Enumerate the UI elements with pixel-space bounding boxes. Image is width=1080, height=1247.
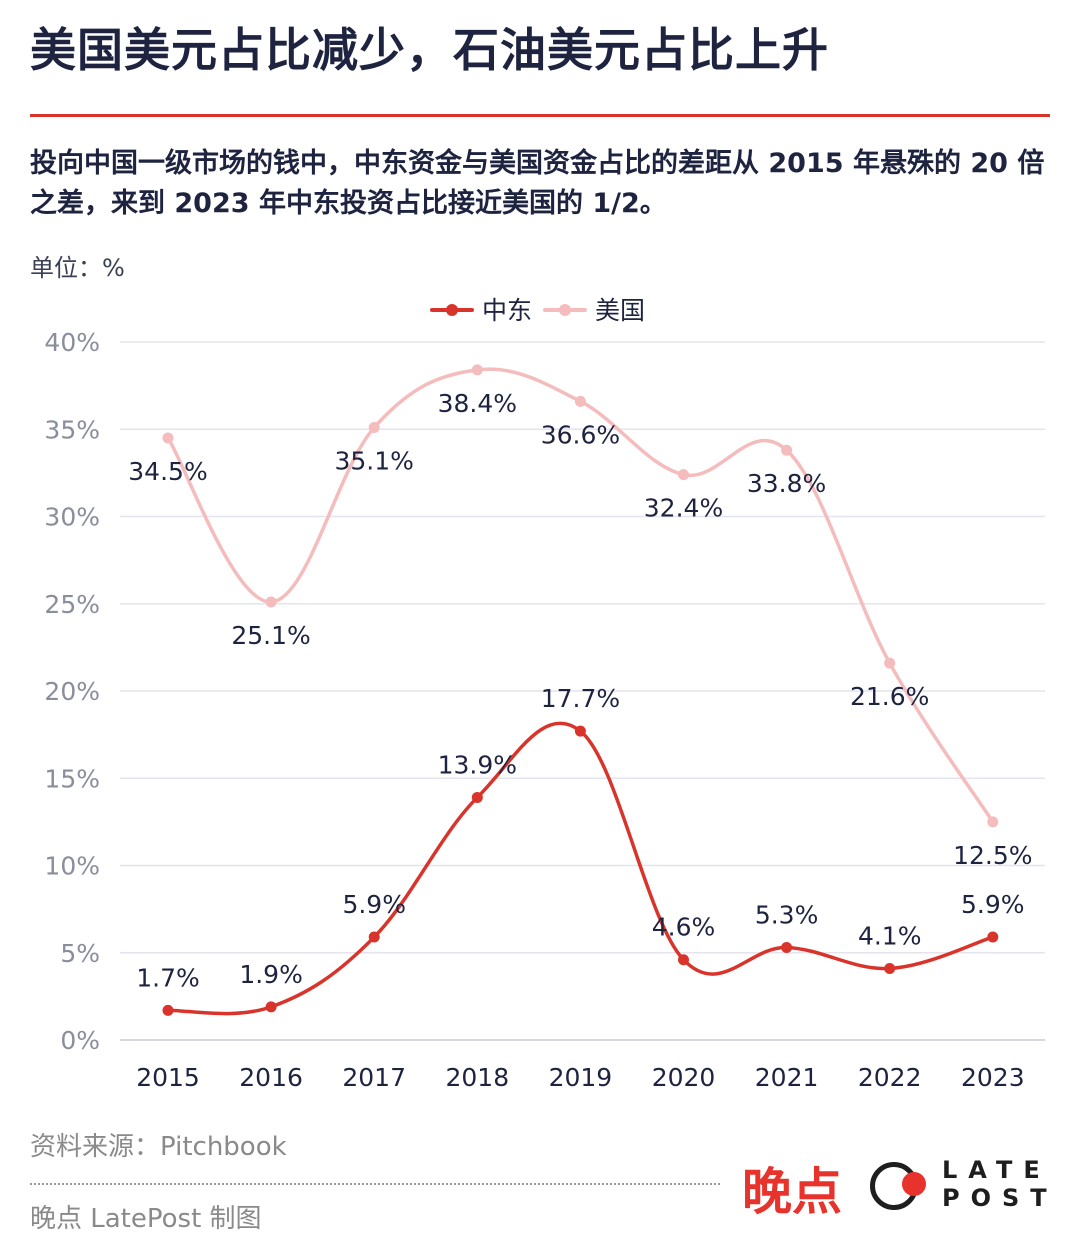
data-point-usa [162,432,174,444]
data-label-usa: 21.6% [850,682,929,711]
data-point-middle-east [781,942,793,954]
y-tick-label: 30% [44,503,100,532]
data-point-usa [884,657,896,669]
data-point-usa [781,444,793,456]
data-point-usa [265,596,277,608]
data-label-usa: 12.5% [953,841,1032,870]
y-tick-label: 15% [44,764,100,793]
x-tick-label: 2015 [136,1063,200,1092]
logo-english-top: LATE [942,1156,1051,1184]
data-point-middle-east [265,1001,277,1013]
data-label-usa: 33.8% [747,469,826,498]
logo-chinese-text: 晚点 [742,1163,842,1221]
data-point-usa [987,816,999,828]
x-tick-label: 2018 [445,1063,509,1092]
data-label-usa: 34.5% [128,457,207,486]
data-label-middle-east: 17.7% [541,684,620,713]
data-point-usa [678,469,689,481]
legend-label: 中东 [482,296,532,325]
x-tick-label: 2023 [961,1063,1025,1092]
data-point-middle-east [471,791,483,803]
data-label-middle-east: 5.9% [342,890,406,919]
data-point-middle-east [162,1004,174,1016]
data-label-usa: 38.4% [438,389,517,418]
legend-marker [559,304,571,316]
x-tick-label: 2019 [549,1063,613,1092]
y-tick-label: 40% [44,328,100,357]
data-point-middle-east [574,725,586,737]
legend-label: 美国 [595,296,645,325]
data-label-middle-east: 1.9% [239,960,303,989]
x-tick-label: 2017 [342,1063,406,1092]
x-tick-label: 2020 [652,1063,716,1092]
chart-subtitle: 投向中国一级市场的钱中，中东资金与美国资金占比的差距从 2015 年悬殊的 20… [30,148,1045,219]
data-label-usa: 25.1% [231,621,310,650]
y-tick-label: 35% [44,415,100,444]
data-label-middle-east: 4.1% [858,921,922,950]
data-point-usa [471,364,483,376]
source-note: 资料来源：Pitchbook [30,1132,287,1162]
y-tick-label: 5% [60,939,100,968]
logo-dot-icon [902,1172,926,1196]
x-tick-label: 2021 [755,1063,819,1092]
line-chart: 0% 5% 10% 15% 20% 25% 30% 35% 40% 2015 2016 2017 201… [44,296,1045,1092]
title-divider [30,114,1050,117]
data-label-middle-east: 5.3% [755,901,819,930]
data-point-middle-east [678,954,689,966]
data-label-usa: 32.4% [644,494,723,523]
y-tick-label: 0% [60,1026,100,1055]
logo-english-bottom: POST [942,1184,1058,1212]
chart-title: 美国美元占比减少，石油美元占比上升 [30,23,829,77]
latepost-logo: 晚点 LATE POST [742,1150,1052,1221]
data-point-middle-east [368,931,380,943]
data-point-usa [368,422,380,434]
data-label-middle-east: 1.7% [136,963,200,992]
footer-divider [30,1183,720,1185]
x-tick-label: 2016 [239,1063,303,1092]
data-point-middle-east [987,931,999,943]
data-label-middle-east: 4.6% [652,913,716,942]
unit-label: 单位：% [30,254,125,282]
credit-note: 晚点 LatePost 制图 [30,1204,262,1234]
legend-marker [446,304,458,316]
x-tick-label: 2022 [858,1063,922,1092]
y-tick-label: 20% [44,677,100,706]
data-label-middle-east: 13.9% [438,750,517,779]
data-point-usa [574,395,586,407]
y-tick-label: 25% [44,590,100,619]
y-tick-label: 10% [44,852,100,881]
data-label-middle-east: 5.9% [961,890,1025,919]
data-label-usa: 36.6% [541,420,620,449]
data-point-middle-east [884,962,896,974]
data-label-usa: 35.1% [334,447,413,476]
